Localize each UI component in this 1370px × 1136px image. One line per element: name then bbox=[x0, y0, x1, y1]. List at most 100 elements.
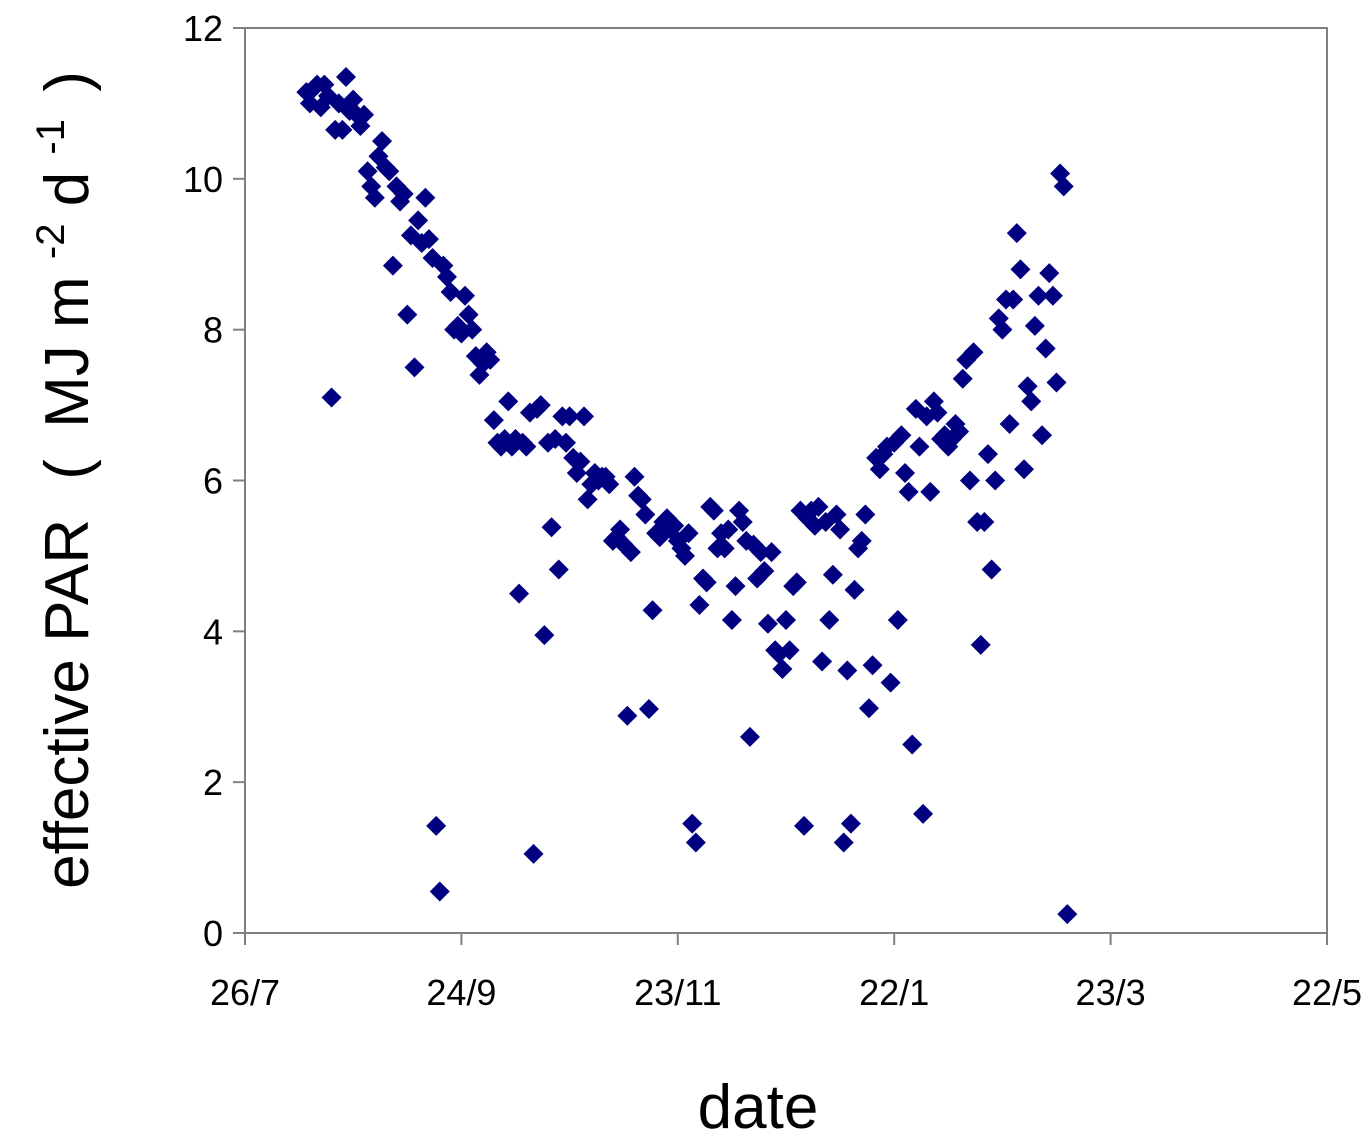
data-point bbox=[703, 500, 724, 521]
y-tick-label: 0 bbox=[203, 913, 223, 954]
data-point bbox=[574, 406, 595, 427]
data-point bbox=[635, 504, 656, 525]
data-point bbox=[729, 500, 750, 521]
data-point bbox=[826, 504, 847, 525]
data-point bbox=[1035, 338, 1056, 359]
x-tick-label: 26/7 bbox=[210, 972, 280, 1013]
data-point bbox=[851, 530, 872, 551]
data-point bbox=[909, 436, 930, 457]
data-point bbox=[974, 511, 995, 532]
data-point bbox=[822, 564, 843, 585]
data-point bbox=[664, 515, 685, 536]
data-point bbox=[559, 406, 580, 427]
data-point bbox=[721, 610, 742, 631]
data-point bbox=[959, 470, 980, 491]
y-axis: 0 2 4 6 8 10 12 bbox=[183, 8, 246, 954]
data-point bbox=[992, 319, 1013, 340]
data-point bbox=[1010, 259, 1031, 280]
data-point bbox=[1046, 372, 1067, 393]
data-point bbox=[509, 583, 530, 604]
data-point bbox=[436, 266, 457, 287]
data-point bbox=[1003, 289, 1024, 310]
data-point bbox=[891, 425, 912, 446]
data-point bbox=[1024, 315, 1045, 336]
data-point bbox=[483, 410, 504, 431]
data-point bbox=[335, 67, 356, 88]
data-point bbox=[887, 610, 908, 631]
data-point bbox=[343, 89, 364, 110]
data-point bbox=[577, 489, 598, 510]
data-point bbox=[732, 511, 753, 532]
data-point bbox=[408, 210, 429, 231]
data-point bbox=[599, 474, 620, 495]
data-point bbox=[895, 462, 916, 483]
data-point bbox=[418, 229, 439, 250]
data-point bbox=[415, 187, 436, 208]
data-point bbox=[426, 815, 447, 836]
y-tick-label: 12 bbox=[183, 8, 223, 49]
data-point bbox=[977, 444, 998, 465]
data-point bbox=[523, 843, 544, 864]
data-point bbox=[570, 451, 591, 472]
data-point bbox=[685, 832, 706, 853]
data-point bbox=[902, 734, 923, 755]
y-tick-label: 2 bbox=[203, 762, 223, 803]
data-point bbox=[858, 698, 879, 719]
data-point bbox=[462, 319, 483, 340]
data-point bbox=[610, 519, 631, 540]
data-point bbox=[696, 572, 717, 593]
data-point bbox=[1057, 904, 1078, 925]
data-point bbox=[480, 349, 501, 370]
x-axis: 26/7 24/9 23/11 22/1 23/3 22/5 bbox=[210, 932, 1362, 1013]
data-point bbox=[404, 357, 425, 378]
y-axis-title-close-paren: ) bbox=[33, 71, 102, 92]
data-point bbox=[830, 519, 851, 540]
data-point bbox=[862, 655, 883, 676]
data-point bbox=[952, 368, 973, 389]
y-axis-title-exp-m: -2 bbox=[29, 224, 73, 260]
data-point bbox=[321, 387, 342, 408]
data-point bbox=[970, 634, 991, 655]
data-point bbox=[332, 119, 353, 140]
data-point bbox=[678, 523, 699, 544]
data-point bbox=[776, 610, 796, 631]
y-tick-label: 10 bbox=[183, 159, 223, 200]
y-axis-title-main: effective PAR bbox=[33, 519, 102, 889]
data-point bbox=[1039, 263, 1060, 284]
data-point bbox=[833, 832, 854, 853]
data-point bbox=[714, 538, 735, 559]
data-point bbox=[530, 395, 551, 416]
data-point bbox=[739, 726, 760, 747]
data-point bbox=[963, 342, 984, 363]
data-point bbox=[516, 436, 537, 457]
x-axis-title: date bbox=[698, 1073, 819, 1136]
data-point bbox=[1028, 285, 1049, 306]
x-tick-label: 23/3 bbox=[1076, 972, 1146, 1013]
data-point bbox=[812, 651, 833, 672]
data-point bbox=[541, 517, 562, 538]
data-point bbox=[682, 813, 703, 834]
data-point bbox=[1053, 176, 1074, 197]
data-point bbox=[761, 542, 782, 563]
data-point bbox=[429, 881, 450, 902]
data-point bbox=[920, 481, 941, 502]
data-point bbox=[880, 672, 901, 693]
y-axis-title-unit-d: d bbox=[33, 172, 102, 206]
data-point bbox=[357, 161, 378, 182]
data-point bbox=[844, 579, 865, 600]
data-point bbox=[757, 613, 778, 634]
data-point bbox=[638, 699, 659, 720]
data-point bbox=[1032, 425, 1053, 446]
data-point bbox=[985, 470, 1006, 491]
y-axis-title-open-paren: ( bbox=[33, 459, 102, 480]
data-point bbox=[772, 659, 793, 680]
y-tick-label: 6 bbox=[203, 461, 223, 502]
data-point bbox=[1006, 223, 1027, 244]
x-tick-label: 22/5 bbox=[1292, 972, 1362, 1013]
x-tick-label: 24/9 bbox=[426, 972, 496, 1013]
data-point bbox=[1014, 459, 1035, 480]
data-point bbox=[555, 432, 576, 453]
data-point bbox=[642, 600, 663, 621]
data-point bbox=[869, 459, 890, 480]
